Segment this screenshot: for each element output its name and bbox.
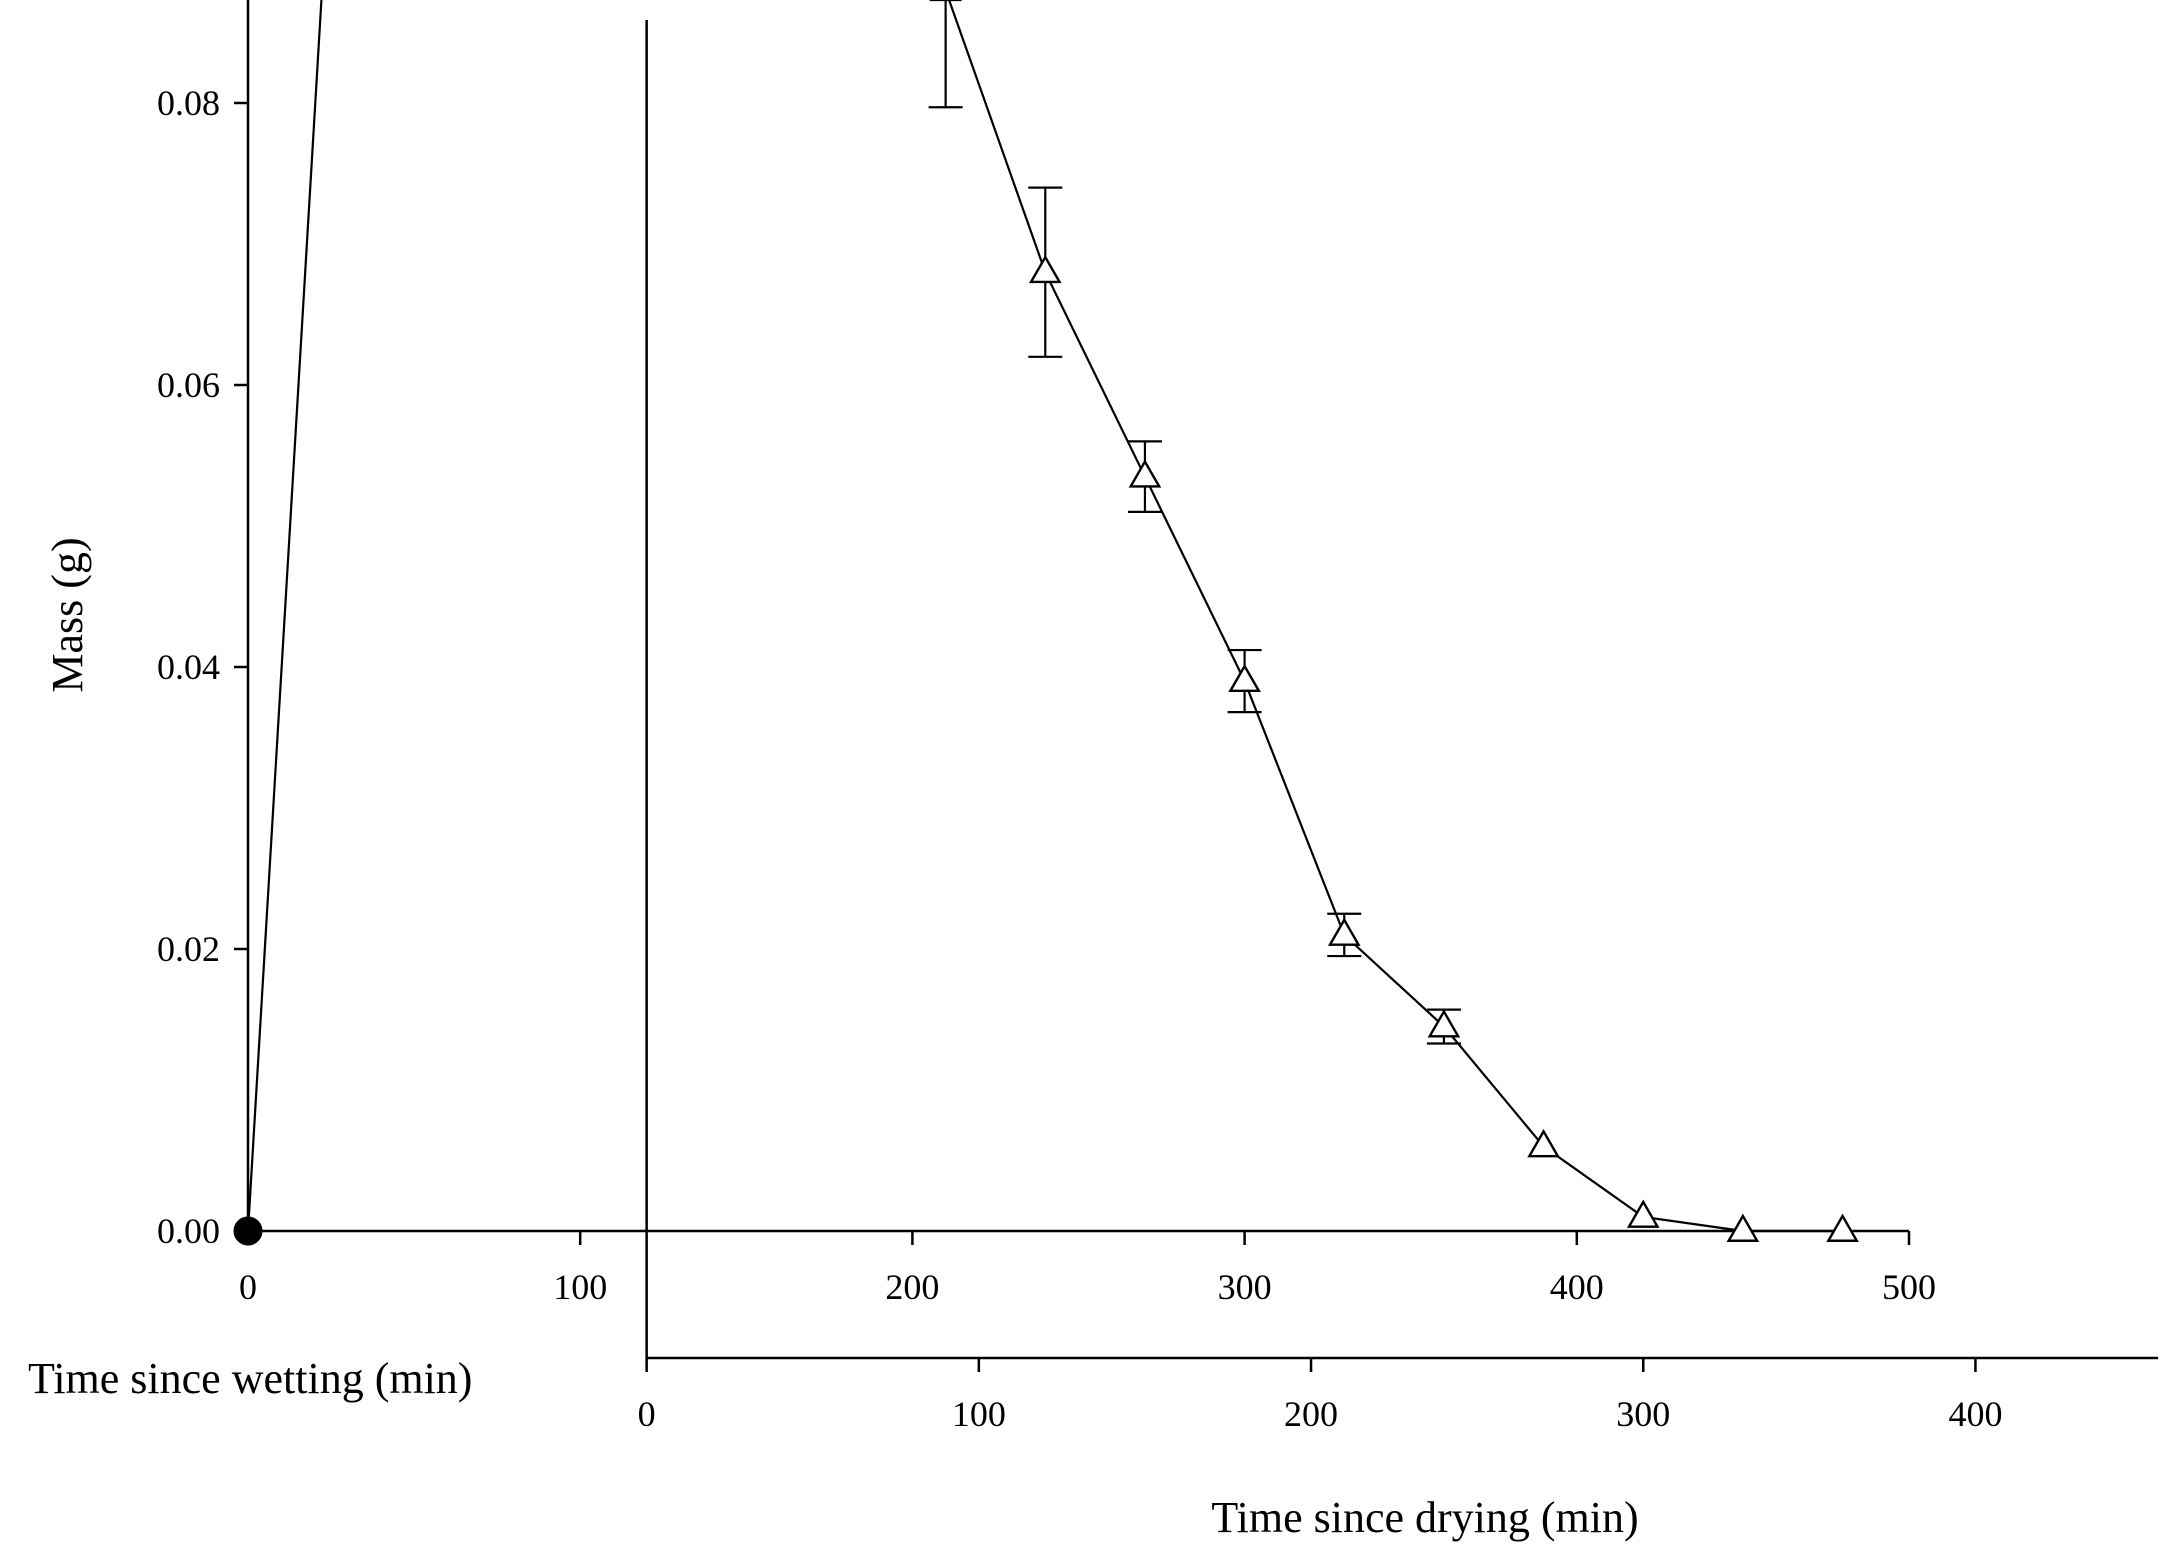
x-axis-wetting-label: Time since wetting (min) [28,1354,472,1403]
x-axis-drying-label: Time since drying (min) [1211,1493,1638,1542]
series-line [947,0,1843,1233]
data-point-triangle [1228,663,1261,693]
y-tick-label: 0.00 [157,1211,220,1251]
y-tick-label: 0.08 [157,83,220,123]
x-tick-label: 100 [553,1267,607,1307]
x-tick-label: 300 [1218,1267,1272,1307]
x-tick-label: 400 [1550,1267,1604,1307]
y-axis-label: Mass (g) [43,537,92,692]
data-point-triangle [1427,1009,1461,1038]
x2-tick-label: 100 [952,1394,1006,1434]
data-point-circle [233,1216,263,1246]
y-tick-label: 0.02 [157,929,220,969]
data-point-triangle [1327,917,1361,946]
data-point-triangle [1527,1128,1560,1158]
data-point-triangle [1128,459,1162,488]
data-point-triangle [1028,254,1062,284]
series-wetting [233,0,323,1246]
x2-tick-label: 0 [638,1394,656,1434]
y-ticks: 0.000.020.040.060.080.100.120.140.16 [157,83,248,1251]
data-point-triangle [1826,1213,1859,1242]
series-drying [928,0,1859,1242]
x-ticks-wetting: 0 100 200 300 400 500 [239,1231,1936,1307]
x-tick-label: 200 [885,1267,939,1307]
x2-tick-label: 200 [1284,1394,1338,1434]
data-point-triangle [1726,1213,1760,1242]
series-layer [233,0,1859,1246]
y-tick-label: 0.04 [157,647,220,687]
y-tick-label: 0.06 [157,365,220,405]
x-tick-label: 0 [239,1267,257,1307]
x2-tick-label: 400 [1948,1394,2002,1434]
x-ticks-drying: 0 100 200 300 400 [638,1358,2002,1434]
x-tick-label: 500 [1882,1267,1936,1307]
x2-tick-label: 300 [1616,1394,1670,1434]
axes [246,0,2159,1360]
data-point-triangle [1626,1199,1660,1228]
series-line [246,0,323,1232]
